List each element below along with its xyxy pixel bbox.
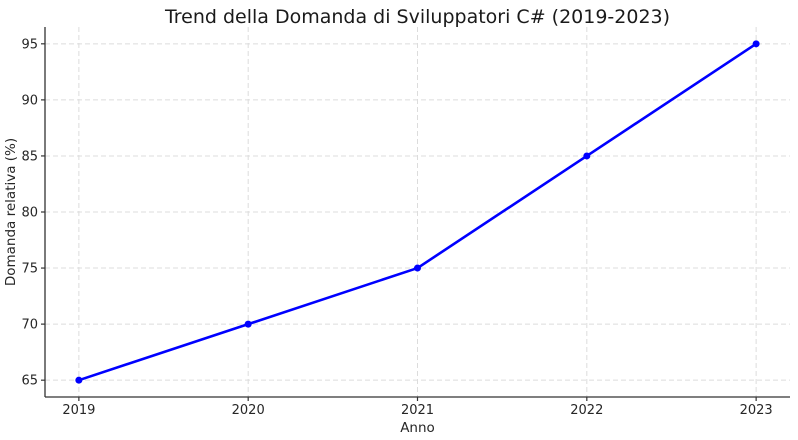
x-tick-label: 2020 <box>232 403 265 418</box>
y-tick-label: 75 <box>21 262 38 277</box>
y-tick-label: 85 <box>21 149 38 164</box>
y-tick-label: 80 <box>21 206 38 221</box>
data-point <box>244 320 252 328</box>
y-tick-label: 65 <box>21 374 38 389</box>
x-tick-label: 2019 <box>62 403 95 418</box>
y-tick-label: 95 <box>21 37 38 52</box>
data-point <box>752 40 760 48</box>
data-point <box>583 152 591 160</box>
x-tick-label: 2021 <box>401 403 434 418</box>
y-axis-label: Domanda relativa (%) <box>3 138 19 286</box>
trend-line-series <box>75 40 760 384</box>
x-axis-label: Anno <box>400 420 435 436</box>
grid-layer <box>45 27 790 397</box>
y-tick-label: 70 <box>21 318 38 333</box>
data-point <box>414 264 421 272</box>
y-tick-label: 90 <box>21 93 38 108</box>
x-tick-label: 2022 <box>570 403 603 418</box>
chart-title: Trend della Domanda di Sviluppatori C# (… <box>164 6 670 28</box>
x-tick-label: 2023 <box>740 403 773 418</box>
axes-layer <box>41 27 790 401</box>
data-point <box>75 376 83 384</box>
tick-labels-layer: 2019 2020 2021 2022 2023 65 70 75 80 85 90 95 <box>21 37 772 418</box>
